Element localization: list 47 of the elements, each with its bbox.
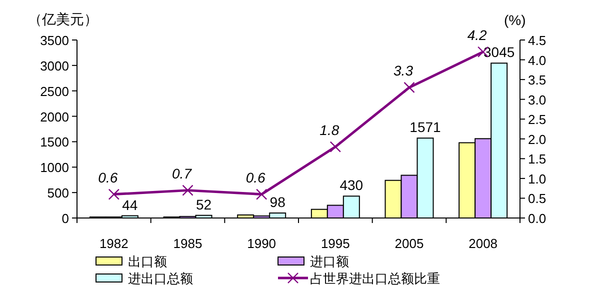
data-label: 3.3 xyxy=(394,62,414,78)
data-label: 3045 xyxy=(484,44,515,60)
y2-tick-label: 3.0 xyxy=(528,92,546,108)
y-tick-label: 0 xyxy=(62,211,69,226)
y2-tick-label: 1.5 xyxy=(528,152,546,167)
point xyxy=(404,82,415,94)
y-tick-label: 3500 xyxy=(40,33,69,48)
x-tick-label: 1985 xyxy=(173,236,202,251)
point xyxy=(108,188,120,200)
y-tick-label: 2500 xyxy=(40,84,69,99)
legend-label: 进口额 xyxy=(310,254,349,269)
y-tick-label: 500 xyxy=(47,186,69,201)
y2-tick-label: 0.5 xyxy=(528,191,546,206)
data-label: 0.7 xyxy=(172,165,193,182)
x-tick-label: 2005 xyxy=(394,236,424,251)
point xyxy=(256,188,268,200)
x-tick-label: 1982 xyxy=(99,236,128,251)
data-label: 1.8 xyxy=(320,122,340,138)
data-label: 1571 xyxy=(410,119,442,136)
data-label: 430 xyxy=(340,177,364,194)
data-label: 98 xyxy=(270,194,286,210)
y2-axis-title: (%) xyxy=(504,12,526,28)
x-tick-label: 2008 xyxy=(468,236,498,251)
legend-label: 占世界进出口总额比重 xyxy=(310,271,440,286)
y2-tick-label: 3.5 xyxy=(528,72,546,88)
y2-tick-label: 2.0 xyxy=(528,132,546,147)
data-label: 44 xyxy=(122,196,138,213)
y-tick-label: 1500 xyxy=(40,134,69,150)
legend-label: 出口额 xyxy=(128,254,167,269)
data-label: 0.6 xyxy=(98,169,118,186)
x-tick-label: 1990 xyxy=(247,236,276,251)
data-label: 0.6 xyxy=(246,169,266,186)
point xyxy=(182,184,194,196)
y-tick-label: 1000 xyxy=(40,160,69,176)
legend-label: 进出口总额 xyxy=(128,271,193,286)
y2-tick-label: 4.0 xyxy=(528,52,546,68)
y2-tick-label: 0.0 xyxy=(528,211,546,226)
y-tick-label: 2000 xyxy=(40,109,69,124)
y2-tick-label: 1.0 xyxy=(528,171,546,186)
data-label: 52 xyxy=(196,196,212,212)
point xyxy=(330,141,342,152)
x-tick-label: 1995 xyxy=(320,236,350,251)
y-tick-label: 3000 xyxy=(40,58,69,74)
y2-tick-label: 2.5 xyxy=(528,112,546,128)
data-label: 4.2 xyxy=(467,26,488,43)
y2-tick-label: 4.5 xyxy=(528,33,546,48)
y-axis-title: （亿美元） xyxy=(28,11,98,27)
